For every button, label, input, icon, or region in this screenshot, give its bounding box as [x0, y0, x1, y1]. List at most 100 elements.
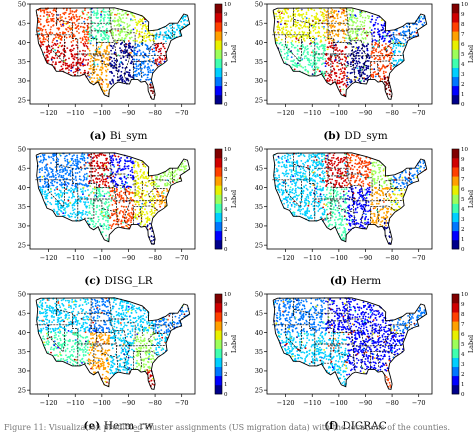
county-point: [350, 36, 352, 38]
county-point: [54, 210, 56, 212]
county-point: [350, 79, 352, 81]
county-point: [70, 12, 72, 14]
county-point: [158, 61, 160, 63]
county-point: [124, 159, 126, 161]
county-point: [278, 176, 280, 178]
county-point: [155, 48, 157, 50]
county-point: [117, 208, 119, 210]
county-point: [353, 51, 355, 53]
county-point: [72, 14, 74, 16]
county-point: [84, 185, 86, 187]
county-point: [284, 155, 286, 157]
county-point: [85, 190, 87, 192]
county-point: [304, 50, 306, 52]
county-point: [58, 36, 60, 38]
county-point: [63, 175, 65, 177]
county-point: [130, 62, 132, 64]
county-point: [390, 67, 392, 69]
county-point: [50, 51, 52, 53]
county-point: [69, 19, 71, 21]
county-point: [54, 64, 56, 66]
county-point: [118, 69, 120, 71]
county-point: [177, 179, 179, 181]
county-point: [46, 36, 48, 38]
county-point: [50, 182, 52, 184]
county-point: [342, 50, 344, 52]
county-point: [132, 171, 134, 173]
county-point: [323, 175, 325, 177]
county-point: [128, 210, 130, 212]
county-point: [392, 48, 394, 50]
county-point: [362, 57, 364, 59]
county-point: [305, 185, 307, 187]
plot-area: [35, 7, 189, 99]
county-point: [323, 28, 325, 30]
county-point: [340, 73, 342, 75]
county-point: [116, 189, 118, 191]
county-point: [43, 175, 45, 177]
county-point: [40, 188, 42, 190]
county-point: [109, 71, 111, 73]
county-point: [119, 76, 121, 78]
county-point: [398, 39, 400, 41]
county-point: [142, 213, 144, 215]
county-point: [307, 200, 309, 202]
county-point: [46, 193, 48, 195]
county-point: [342, 59, 344, 61]
county-point: [345, 33, 347, 35]
x-tick-label: −70: [412, 109, 426, 117]
county-point: [347, 63, 349, 65]
county-point: [184, 160, 186, 162]
county-point: [154, 44, 156, 46]
county-point: [279, 43, 281, 45]
county-point: [135, 176, 137, 178]
county-point: [92, 74, 94, 76]
county-point: [184, 19, 186, 21]
county-point: [39, 29, 41, 31]
county-point: [289, 164, 291, 166]
county-point: [121, 71, 123, 73]
county-point: [153, 47, 155, 49]
county-point: [50, 156, 52, 158]
county-point: [322, 170, 324, 172]
county-point: [276, 42, 278, 44]
county-point: [341, 78, 343, 80]
county-point: [314, 28, 316, 30]
county-point: [59, 45, 61, 47]
county-point: [45, 31, 47, 33]
county-point: [134, 75, 136, 77]
panel-caption: (a) Bi_sym: [0, 130, 237, 142]
county-point: [66, 164, 68, 166]
y-tick-label: 25: [255, 96, 263, 104]
county-point: [397, 62, 399, 64]
county-point: [414, 31, 416, 33]
county-point: [319, 204, 321, 206]
county-point: [103, 55, 105, 57]
county-point: [136, 182, 138, 184]
county-point: [53, 10, 55, 12]
county-point: [125, 168, 127, 170]
county-point: [393, 46, 395, 48]
county-point: [319, 186, 321, 188]
county-point: [351, 61, 353, 63]
county-point: [45, 159, 47, 161]
county-point: [158, 51, 160, 53]
county-point: [156, 176, 158, 178]
county-point: [88, 33, 90, 35]
county-point: [68, 58, 70, 60]
county-point: [83, 180, 85, 182]
county-point: [283, 13, 285, 15]
county-point: [59, 209, 61, 211]
county-point: [153, 206, 155, 208]
county-point: [383, 71, 385, 73]
county-point: [177, 169, 179, 171]
county-point: [126, 36, 128, 38]
county-point: [99, 27, 101, 29]
county-point: [45, 165, 47, 167]
county-point: [324, 177, 326, 179]
county-point: [85, 213, 87, 215]
county-point: [107, 238, 109, 240]
county-point: [114, 209, 116, 211]
county-point: [322, 16, 324, 18]
